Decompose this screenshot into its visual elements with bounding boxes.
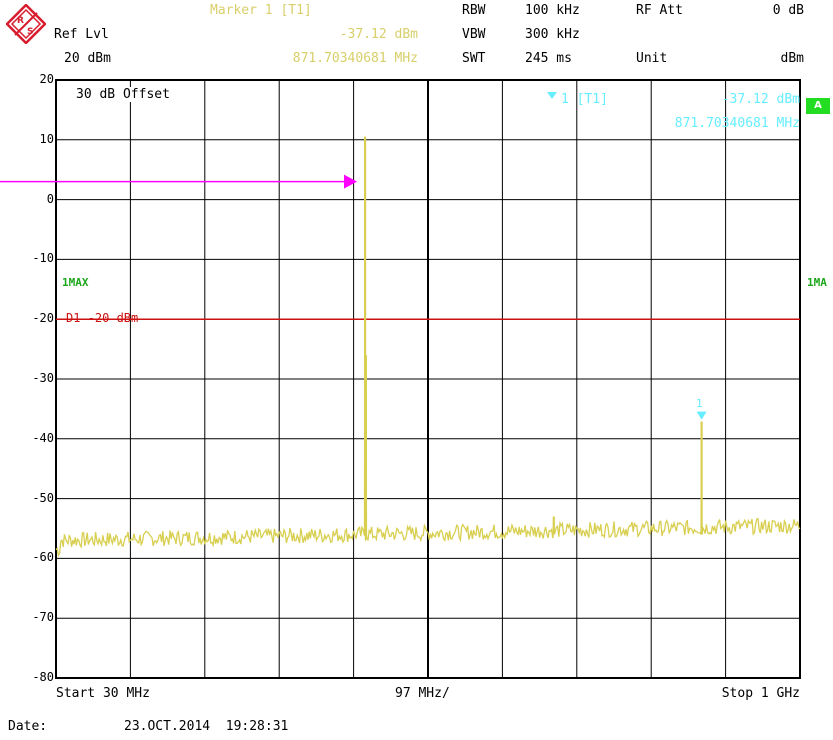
y-tick-label: 20 <box>39 72 54 86</box>
trace-1max <box>55 136 801 558</box>
marker-level: -37.12 dBm <box>339 27 418 42</box>
y-tick-label: -20 <box>32 311 54 326</box>
unit-label: Unit <box>636 51 668 66</box>
svg-text:S: S <box>27 27 33 37</box>
y-tick-label: 10 <box>39 131 54 146</box>
rohde-schwarz-logo-icon: R S <box>6 4 46 44</box>
ref-level-value: 20 dBm <box>64 51 111 66</box>
y-tick-label: -70 <box>32 610 54 625</box>
swt-value: 245 ms <box>525 51 572 66</box>
date-label: Date: <box>8 719 48 734</box>
display-line-label: D1 -20 dBm <box>66 311 139 325</box>
y-tick-label: -80 <box>32 670 54 684</box>
trace-label-right: 1MA <box>807 276 827 289</box>
y-tick-label: -60 <box>32 550 54 565</box>
marker-box-label: 1 [T1] <box>561 92 608 107</box>
rbw-label: RBW <box>462 3 486 18</box>
marker-number-label: 1 <box>696 397 703 410</box>
spectrum-plot <box>0 79 801 679</box>
marker-title: Marker 1 [T1] <box>210 3 312 18</box>
rbw-value: 100 kHz <box>525 3 580 18</box>
span-per-division: 97 MHz/ <box>395 686 450 701</box>
marker-box-triangle-icon <box>547 92 557 99</box>
y-tick-label: -10 <box>32 251 54 266</box>
rf-att-label: RF Att <box>636 3 683 18</box>
plot-frame <box>55 79 801 679</box>
stop-frequency: Stop 1 GHz <box>721 686 800 701</box>
vbw-label: VBW <box>462 27 486 42</box>
ref-level-arrow-icon <box>344 174 357 189</box>
y-tick-label: -40 <box>32 430 54 445</box>
marker-box-frequency: 871.70340681 MHz <box>674 116 800 131</box>
y-tick-label: -30 <box>32 371 54 385</box>
marker-frequency: 871.70340681 MHz <box>292 51 418 66</box>
start-frequency: Start 30 MHz <box>56 686 150 701</box>
date-value: 23.OCT.2014 19:28:31 <box>124 719 289 734</box>
offset-label: 30 dB Offset <box>76 87 170 102</box>
trace-label-left: 1MAX <box>62 276 89 289</box>
ref-level-label: Ref Lvl <box>54 27 109 42</box>
svg-text:R: R <box>17 16 24 26</box>
rf-att-value: 0 dB <box>772 3 804 18</box>
y-tick-label: 0 <box>46 191 54 206</box>
trace-status-badge: A <box>806 98 830 114</box>
unit-value: dBm <box>780 51 804 66</box>
y-tick-label: -50 <box>32 490 54 505</box>
marker-1-triangle-icon <box>696 411 707 420</box>
vbw-value: 300 kHz <box>525 27 580 42</box>
swt-label: SWT <box>462 51 486 66</box>
marker-box-level: -37.12 dBm <box>721 92 800 107</box>
